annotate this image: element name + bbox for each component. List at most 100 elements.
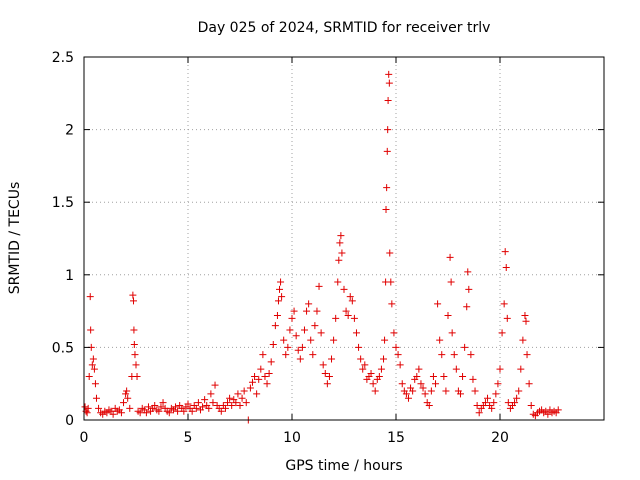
data-point [467, 351, 475, 359]
data-point [251, 372, 259, 380]
data-point [390, 329, 398, 337]
data-point [307, 336, 315, 344]
data-point [392, 343, 400, 351]
data-point [357, 355, 365, 363]
data-point [344, 311, 352, 319]
x-tick-label: 20 [491, 430, 509, 446]
data-point [288, 314, 296, 322]
data-point [348, 297, 356, 305]
data-point [429, 372, 437, 380]
data-point [319, 361, 327, 369]
data-point [498, 329, 506, 337]
data-point [434, 300, 442, 308]
data-point [396, 361, 404, 369]
data-point [447, 278, 455, 286]
data-point [136, 409, 144, 417]
data-point [352, 329, 360, 337]
data-point [394, 351, 402, 359]
data-point [554, 406, 562, 414]
data-point [255, 375, 263, 383]
data-point [464, 268, 472, 276]
x-tick-label: 10 [283, 430, 301, 446]
data-point [452, 365, 460, 373]
x-tick-label: 0 [80, 430, 89, 446]
data-point [221, 404, 229, 412]
data-point [290, 307, 298, 315]
data-point [436, 336, 444, 344]
data-point [228, 401, 236, 409]
grid-lines [84, 57, 604, 420]
data-point [217, 407, 225, 415]
data-point [371, 387, 379, 395]
data-point [261, 372, 269, 380]
data-point [425, 401, 433, 409]
data-point [511, 399, 519, 407]
data-point [122, 390, 130, 398]
y-tick-label: 2 [65, 123, 74, 139]
data-point [165, 409, 173, 417]
data-point [332, 314, 340, 322]
data-point [321, 370, 329, 378]
data-point [207, 390, 215, 398]
data-point [130, 326, 138, 334]
data-point [384, 126, 392, 134]
data-point [438, 351, 446, 359]
data-point [503, 314, 511, 322]
y-tick-label: 1 [65, 268, 74, 284]
data-point [519, 336, 527, 344]
data-point [315, 282, 323, 290]
data-point [129, 291, 137, 299]
data-point [236, 401, 244, 409]
data-point [91, 380, 99, 388]
y-tick-label: 1.5 [52, 195, 74, 211]
data-point [317, 329, 325, 337]
data-point [522, 317, 530, 325]
data-point [253, 390, 261, 398]
data-point [481, 399, 489, 407]
data-point [444, 311, 452, 319]
data-point [381, 336, 389, 344]
data-point [234, 390, 242, 398]
data-point [298, 343, 306, 351]
data-point [463, 303, 471, 311]
data-point [263, 380, 271, 388]
data-point [194, 399, 202, 407]
data-point [83, 409, 91, 417]
data-point [130, 340, 138, 348]
data-point [442, 387, 450, 395]
data-point [188, 407, 196, 415]
data-point [246, 384, 254, 392]
x-tick-label: 5 [184, 430, 193, 446]
chart-title: Day 025 of 2024, SRMTID for receiver trl… [198, 20, 491, 36]
data-point [484, 394, 492, 402]
data-point [126, 404, 134, 412]
data-point [323, 380, 331, 388]
data-point [388, 300, 396, 308]
data-point [402, 390, 410, 398]
data-point [86, 293, 94, 301]
data-point [456, 390, 464, 398]
data-point [492, 390, 500, 398]
data-point [174, 407, 182, 415]
data-point [369, 380, 377, 388]
data-point [132, 361, 140, 369]
data-point [159, 399, 167, 407]
data-point [515, 387, 523, 395]
data-point [337, 232, 345, 240]
data-point [192, 404, 200, 412]
data-point [359, 365, 367, 373]
data-point [523, 351, 531, 359]
data-point [446, 253, 454, 261]
data-point [238, 394, 246, 402]
data-point [336, 239, 344, 247]
data-point [404, 394, 412, 402]
data-point [421, 390, 429, 398]
data-point [157, 403, 165, 411]
data-point [199, 403, 207, 411]
data-point [269, 340, 277, 348]
data-point [465, 285, 473, 293]
data-point [303, 307, 311, 315]
data-point [284, 343, 292, 351]
y-axis-label: SRMTID / TECUs [7, 182, 23, 295]
data-point [120, 399, 128, 407]
